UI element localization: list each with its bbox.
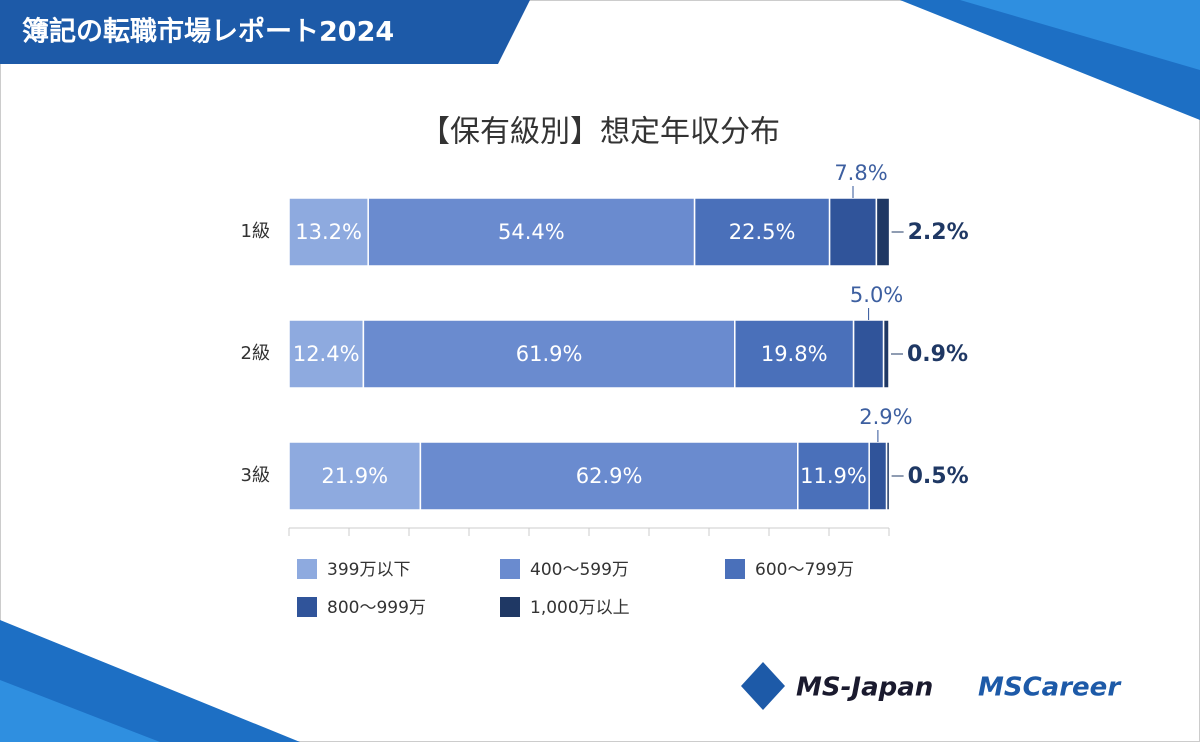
corner-deco (960, 0, 1200, 70)
data-label: 54.4% (498, 220, 565, 244)
bar-segment (852, 319, 885, 389)
data-label: 2.2% (908, 220, 969, 245)
legend-swatch (297, 597, 317, 617)
data-label: 21.9% (321, 464, 388, 488)
y-tick-label: 2級 (241, 343, 270, 364)
y-tick-label: 3級 (241, 465, 270, 486)
corner-deco (0, 680, 160, 742)
data-label: 22.5% (729, 220, 796, 244)
bar-segment (288, 319, 365, 389)
legend-label: 400～599万 (530, 560, 629, 580)
y-tick-label: 1級 (241, 221, 270, 242)
bar-segment (288, 197, 369, 267)
data-label: 0.9% (907, 342, 968, 367)
legend-label: 1,000万以上 (530, 598, 630, 618)
bar-segment (419, 441, 799, 511)
bar-segment (868, 441, 888, 511)
data-label: 12.4% (293, 342, 360, 366)
bar-segment (875, 197, 891, 267)
bar-segment (288, 441, 422, 511)
logo-mark (741, 662, 785, 710)
data-label: 61.9% (516, 342, 583, 366)
logo: MSCareer (978, 673, 1122, 703)
data-label: 5.0% (850, 283, 903, 307)
data-label: 13.2% (295, 220, 362, 244)
legend-swatch (500, 559, 520, 579)
bar-segment (828, 197, 878, 267)
chart-title: 【保有級別】想定年収分布 (420, 115, 780, 150)
bar-segment (885, 441, 891, 511)
legend-swatch (500, 597, 520, 617)
bar-segment (882, 319, 890, 389)
data-label: 11.9% (800, 464, 867, 488)
data-label: 2.9% (859, 405, 912, 429)
header-banner (0, 0, 530, 64)
legend-swatch (297, 559, 317, 579)
data-label: 0.5% (908, 464, 969, 489)
legend-swatch (725, 559, 745, 579)
bar-segment (362, 319, 736, 389)
legend-label: 399万以下 (327, 560, 410, 580)
bar-segment (693, 197, 831, 267)
bar-segment (797, 441, 870, 511)
legend-label: 600～799万 (755, 560, 854, 580)
data-label: 19.8% (761, 342, 828, 366)
legend-label: 800～999万 (327, 598, 426, 618)
data-label: 62.9% (576, 464, 643, 488)
header-title: 簿記の転職市場レポート2024 (22, 16, 394, 48)
logo: MS-Japan (796, 673, 933, 703)
data-label: 7.8% (834, 161, 887, 185)
bar-segment (367, 197, 696, 267)
